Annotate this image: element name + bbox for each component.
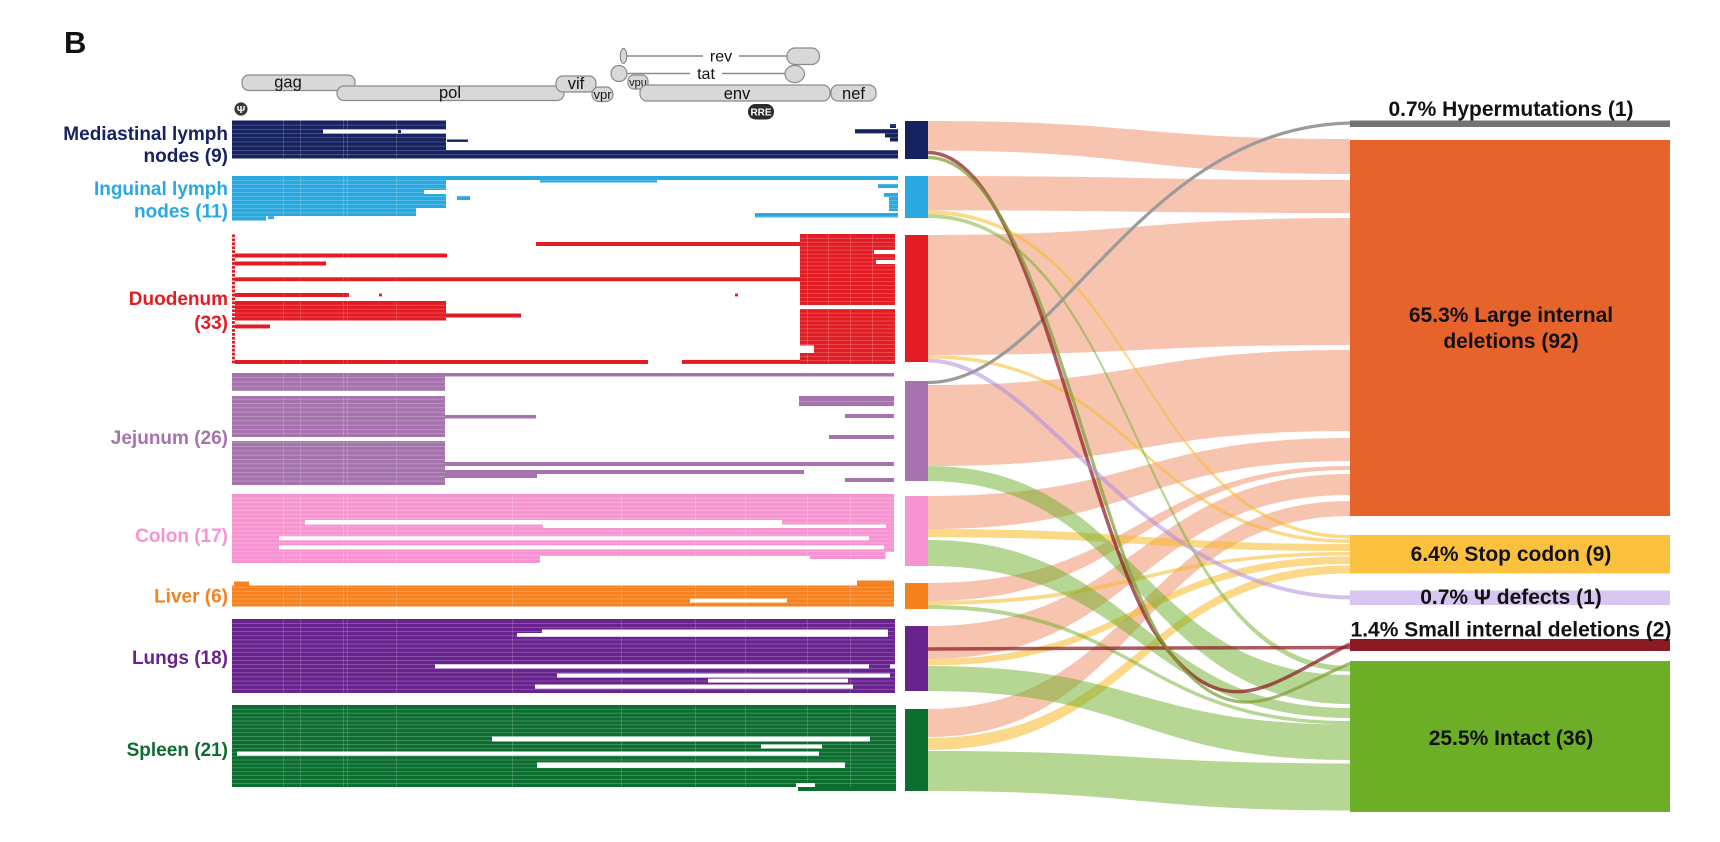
svg-text:Liver (6): Liver (6) [154, 587, 228, 608]
svg-text:65.3% Large internal: 65.3% Large internal [1409, 304, 1613, 327]
svg-text:25.5% Intact (36): 25.5% Intact (36) [1429, 727, 1594, 750]
svg-text:rev: rev [710, 49, 732, 66]
svg-text:Inguinal lymph: Inguinal lymph [94, 179, 228, 200]
svg-text:RRE: RRE [750, 108, 771, 119]
svg-text:vif: vif [568, 75, 585, 93]
svg-text:Spleen (21): Spleen (21) [127, 740, 228, 761]
svg-text:nodes (11): nodes (11) [134, 202, 228, 223]
svg-text:6.4% Stop codon (9): 6.4% Stop codon (9) [1411, 543, 1612, 566]
svg-text:deletions (92): deletions (92) [1443, 330, 1578, 353]
svg-text:Duodenum: Duodenum [129, 289, 228, 310]
svg-text:0.7% Hypermutations (1): 0.7% Hypermutations (1) [1388, 98, 1633, 121]
svg-text:Colon (17): Colon (17) [135, 526, 228, 547]
svg-text:pol: pol [439, 84, 461, 102]
svg-text:(33): (33) [194, 313, 228, 334]
svg-text:gag: gag [274, 74, 302, 92]
svg-text:1.4% Small internal deletions: 1.4% Small internal deletions (2) [1351, 619, 1672, 642]
svg-text:Lungs (18): Lungs (18) [132, 648, 228, 669]
svg-text:nef: nef [842, 85, 865, 103]
svg-text:vpr: vpr [593, 87, 612, 102]
svg-text:Mediastinal lymph: Mediastinal lymph [63, 124, 228, 145]
svg-text:Jejunum (26): Jejunum (26) [111, 428, 228, 449]
svg-text:tat: tat [697, 66, 715, 83]
svg-text:nodes (9): nodes (9) [144, 146, 228, 167]
svg-text:0.7% Ψ defects (1): 0.7% Ψ defects (1) [1420, 586, 1602, 609]
svg-text:B: B [64, 25, 86, 60]
svg-text:env: env [724, 85, 751, 103]
svg-text:Ψ: Ψ [237, 104, 246, 116]
